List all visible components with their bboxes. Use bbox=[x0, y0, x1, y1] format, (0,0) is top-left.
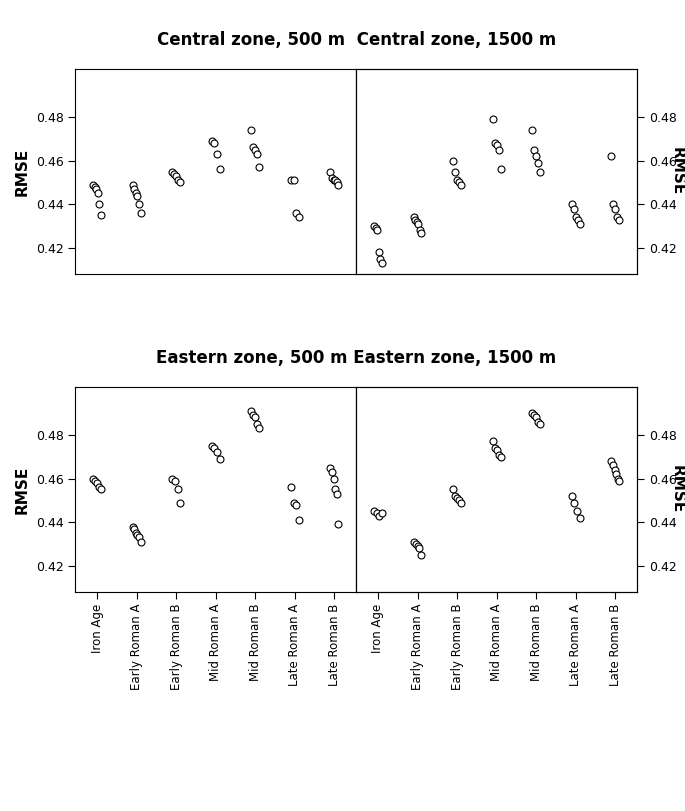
Text: Eastern zone, 500 m Eastern zone, 1500 m: Eastern zone, 500 m Eastern zone, 1500 m bbox=[156, 349, 556, 367]
Y-axis label: RMSE: RMSE bbox=[15, 466, 30, 513]
Y-axis label: RMSE: RMSE bbox=[670, 148, 685, 195]
Y-axis label: RMSE: RMSE bbox=[15, 148, 30, 195]
Y-axis label: RMSE: RMSE bbox=[670, 466, 685, 513]
Text: Central zone, 500 m  Central zone, 1500 m: Central zone, 500 m Central zone, 1500 m bbox=[157, 31, 556, 49]
